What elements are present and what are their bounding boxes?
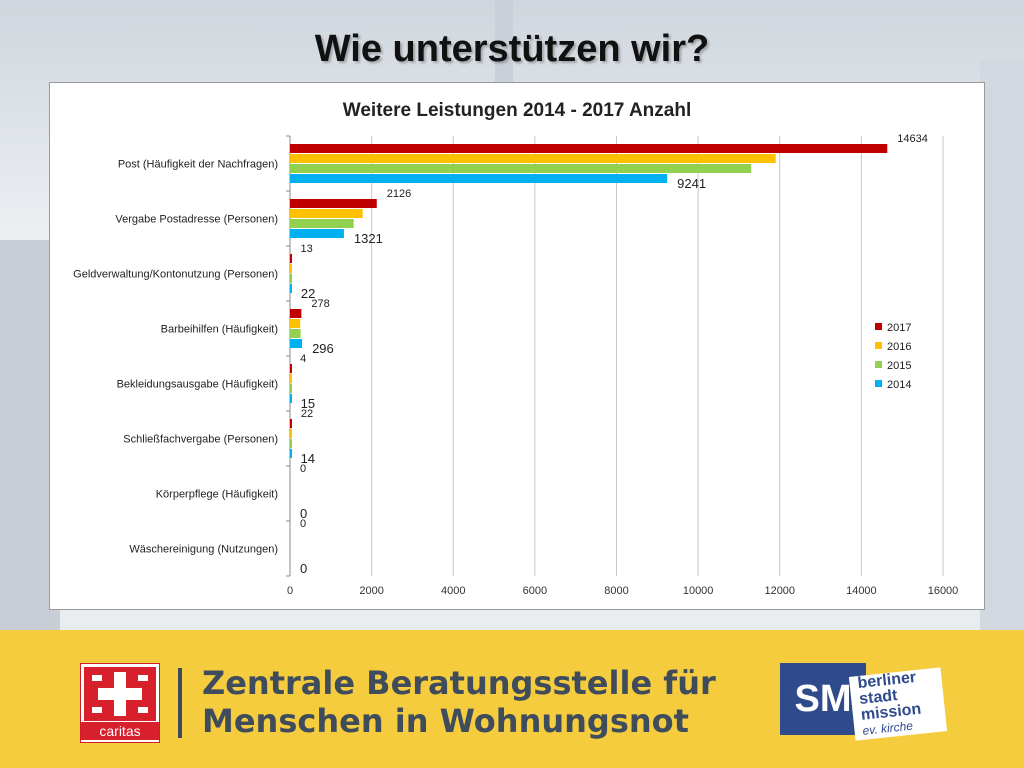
bar-2016 xyxy=(290,374,292,383)
bar-2015 xyxy=(290,219,354,228)
data-label: 14 xyxy=(301,451,315,466)
data-label: 22 xyxy=(301,408,313,420)
bar-2014 xyxy=(290,339,303,348)
category-label: Geldverwaltung/Kontonutzung (Personen) xyxy=(73,269,278,281)
bar-2016 xyxy=(290,319,301,328)
bar-2017 xyxy=(290,364,292,373)
category-label: Körperpflege (Häufigkeit) xyxy=(156,489,278,501)
bar-2014 xyxy=(290,449,292,458)
footer-line-2: Menschen in Wohnungsnot xyxy=(202,702,689,740)
bar-2015 xyxy=(290,274,292,283)
data-label: 4 xyxy=(300,353,306,365)
data-label: 1321 xyxy=(354,231,383,246)
bar-2014 xyxy=(290,284,292,293)
x-tick-label: 14000 xyxy=(846,585,877,597)
x-tick-label: 8000 xyxy=(604,585,628,597)
bar-2017 xyxy=(290,309,302,318)
category-label: Schließfachvergabe (Personen) xyxy=(123,434,278,446)
legend-label: 2015 xyxy=(887,360,911,372)
footer-line-1: Zentrale Beratungsstelle für xyxy=(202,664,716,702)
bar-2015 xyxy=(290,384,292,393)
category-label: Post (Häufigkeit der Nachfragen) xyxy=(118,159,278,171)
caritas-cross-icon xyxy=(84,667,156,721)
bar-2016 xyxy=(290,429,292,438)
data-label: 9241 xyxy=(677,176,706,191)
x-tick-label: 2000 xyxy=(359,585,383,597)
data-label: 13 xyxy=(301,243,313,255)
data-label: 0 xyxy=(300,506,307,521)
x-tick-label: 10000 xyxy=(683,585,714,597)
legend-label: 2016 xyxy=(887,341,911,353)
bar-2017 xyxy=(290,254,292,263)
chart-panel: Weitere Leistungen 2014 - 2017 Anzahl 0 20… xyxy=(49,82,985,610)
background-shape-right xyxy=(980,60,1024,630)
data-label: 15 xyxy=(301,396,315,411)
bar-2017 xyxy=(290,144,888,153)
bar-2017 xyxy=(290,419,292,428)
bar-2017 xyxy=(290,199,377,208)
legend-label: 2017 xyxy=(887,322,911,334)
data-label: 0 xyxy=(300,518,306,530)
data-label: 296 xyxy=(312,341,334,356)
data-label: 2126 xyxy=(387,188,411,200)
data-label: 14634 xyxy=(897,133,928,145)
category-label: Wäschereinigung (Nutzungen) xyxy=(129,544,278,556)
footer-divider xyxy=(178,668,182,738)
bar-2015 xyxy=(290,164,752,173)
bar-2014 xyxy=(290,229,344,238)
caritas-wordmark: caritas xyxy=(81,722,159,740)
bar-2016 xyxy=(290,264,292,273)
slide-title: Wie unterstützen wir? xyxy=(314,28,710,70)
bar-2016 xyxy=(290,154,776,163)
category-label: Bekleidungsausgabe (Häufigkeit) xyxy=(117,379,278,391)
x-tick-label: 12000 xyxy=(764,585,795,597)
background-pole xyxy=(495,0,513,90)
bar-2014 xyxy=(290,394,292,403)
data-label: 278 xyxy=(311,298,329,310)
data-label: 0 xyxy=(300,463,306,475)
legend-swatch xyxy=(875,342,882,349)
category-label: Vergabe Postadresse (Personen) xyxy=(115,214,278,226)
data-label: 0 xyxy=(300,561,307,576)
category-label: Barbeihilfen (Häufigkeit) xyxy=(161,324,278,336)
bar-chart: Weitere Leistungen 2014 - 2017 Anzahl 0 20… xyxy=(73,100,959,597)
bar-2014 xyxy=(290,174,668,183)
legend-label: 2014 xyxy=(887,379,911,391)
bar-2015 xyxy=(290,329,301,338)
legend-swatch xyxy=(875,361,882,368)
bar-2015 xyxy=(290,439,292,448)
bar-2016 xyxy=(290,209,363,218)
caritas-logo: caritas xyxy=(80,663,160,743)
legend-swatch xyxy=(875,380,882,387)
x-tick-label: 16000 xyxy=(928,585,959,597)
berliner-stadtmission-logo: berliner stadt mission ev. kirche xyxy=(848,667,948,741)
footer-heading: Zentrale Beratungsstelle für Menschen in… xyxy=(202,664,782,740)
x-tick-label: 6000 xyxy=(523,585,547,597)
x-tick-label: 0 xyxy=(287,585,293,597)
chart-title: Weitere Leistungen 2014 - 2017 Anzahl xyxy=(343,100,691,121)
legend-swatch xyxy=(875,323,882,330)
x-tick-label: 4000 xyxy=(441,585,465,597)
data-label: 22 xyxy=(301,286,315,301)
